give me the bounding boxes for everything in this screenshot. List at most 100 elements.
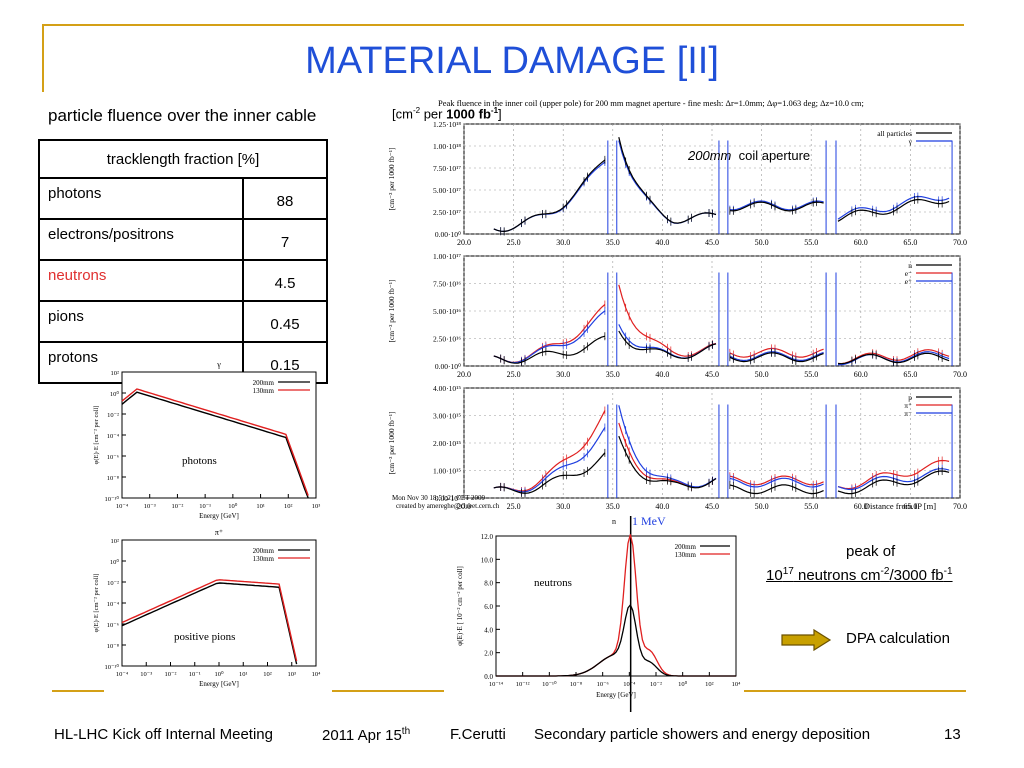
- frame-top-line: [42, 24, 964, 26]
- y-tick-label: 0.00·10⁰: [435, 362, 461, 371]
- footer-topic: Secondary particle showers and energy de…: [534, 726, 871, 743]
- y-tick-label: 8.0: [484, 580, 493, 588]
- series-line-p: [837, 470, 950, 495]
- fluence-panel-2: 20.0 25.0 30.0 35.0 40.0 45.0 50.0 55.0 60.0 65.0…: [387, 252, 967, 379]
- x-tick-label: 60.0: [854, 370, 868, 379]
- y-tick-label: 7.50·10¹⁶: [433, 280, 461, 289]
- y-tick-label: 4.0: [484, 626, 493, 634]
- subtitle: particle fluence over the inner cable: [48, 106, 317, 125]
- legend-label: γ: [908, 137, 913, 146]
- y-axis-label: φ(E)·E [cm⁻² per coll]: [93, 574, 100, 633]
- legend-label: 200mm: [253, 547, 275, 555]
- x-tick-label: 20.0: [457, 238, 471, 247]
- footer-meeting: HL-LHC Kick off Internal Meeting: [54, 726, 273, 743]
- y-tick-label: 2.00·10¹⁵: [433, 439, 461, 448]
- x-tick-label: 10⁻¹: [189, 671, 201, 678]
- x-tick-label: 35.0: [606, 502, 620, 510]
- series-line-130mm: [121, 579, 298, 662]
- x-tick-label: 45.0: [705, 502, 719, 510]
- x-tick-label: 10⁻¹⁰: [542, 680, 557, 688]
- series-line-piplus: [729, 475, 824, 486]
- y-tick-label: 10²: [111, 370, 120, 377]
- x-tick-label: 10²: [284, 503, 293, 510]
- x-tick-label: 35.0: [606, 370, 620, 379]
- timestamp: Mon Nov 30 18:51:21 CET 2009: [392, 494, 486, 502]
- y-tick-label: 10⁰: [110, 390, 120, 398]
- x-tick-label: 25.0: [507, 370, 521, 379]
- y-tick-label: 2.50·10¹⁶: [433, 335, 461, 344]
- x-tick-label: 10⁻¹⁴: [489, 681, 504, 688]
- x-tick-label: 30.0: [556, 370, 570, 379]
- table-row: electrons/positrons 7: [38, 218, 328, 261]
- x-tick-label: 10⁻³: [144, 503, 156, 510]
- x-tick-label: 45.0: [705, 238, 719, 247]
- row-label: pions: [38, 300, 244, 343]
- x-tick-label: 70.0: [953, 502, 967, 510]
- series-line-eplus: [729, 351, 824, 362]
- plot-frame: [121, 539, 317, 667]
- table-row: neutrons 4.5: [38, 259, 328, 302]
- legend-label: e⁺: [905, 277, 912, 286]
- x-tick-label: 65.0: [903, 238, 917, 247]
- y-tick-label: 10⁻⁶: [107, 622, 119, 629]
- y-tick-label: 10⁻¹⁰: [105, 495, 120, 503]
- legend-label: π⁻: [904, 409, 912, 418]
- x-tick-label: 50.0: [755, 502, 769, 510]
- x-tick-label: 55.0: [804, 502, 818, 510]
- row-value: 0.45: [242, 300, 328, 343]
- y-tick-label: 7.50·10¹⁷: [433, 164, 461, 173]
- x-tick-label: 10³: [288, 671, 297, 678]
- x-tick-label: 65.0: [903, 502, 917, 510]
- y-tick-label: 10⁻²: [107, 580, 119, 587]
- y-tick-label: 1.25·10¹⁸: [433, 120, 461, 129]
- y-tick-label: 1.00·10¹⁸: [433, 142, 461, 151]
- legend-label: p: [908, 393, 912, 402]
- x-tick-label: 40.0: [655, 370, 669, 379]
- y-tick-label: 10⁻⁴: [107, 433, 120, 440]
- x-tick-label: 10⁴: [312, 671, 322, 678]
- y-tick-label: 10.0: [481, 556, 494, 564]
- y-tick-label: 12.0: [481, 533, 494, 541]
- plot-title: γ: [216, 360, 221, 369]
- x-tick-label: 70.0: [953, 370, 967, 379]
- y-tick-label: 0.00·10⁰: [435, 230, 461, 239]
- y-tick-label: 10⁻¹⁰: [105, 663, 120, 671]
- x-tick-label: 35.0: [606, 238, 620, 247]
- x-tick-label: 20.0: [457, 370, 471, 379]
- aperture-annotation: 200mm coil aperture: [688, 148, 811, 163]
- series-line-p: [618, 435, 717, 489]
- row-value: 4.5: [242, 259, 328, 302]
- legend-label: 130mm: [253, 387, 275, 395]
- frame-bottom-line: [744, 690, 966, 692]
- legend-label: 130mm: [675, 551, 697, 559]
- x-tick-label: 10²: [705, 681, 714, 688]
- row-label: neutrons: [38, 259, 244, 302]
- x-tick-label: 10⁴: [732, 681, 742, 688]
- created-by: created by amereghe@clueet.cern.ch: [396, 502, 500, 510]
- footer-date: 2011 Apr 15th: [322, 726, 411, 744]
- table-row: photons 88: [38, 177, 328, 220]
- plot-label: positive pions: [174, 631, 235, 643]
- row-label: photons: [38, 177, 244, 220]
- series-line-n: [493, 335, 606, 364]
- series-line-all: [618, 137, 717, 224]
- y-tick-label: 6.0: [484, 603, 493, 611]
- x-tick-label: 10⁻⁸: [570, 681, 583, 688]
- marker-label: 1 MeV: [632, 514, 666, 528]
- y-tick-label: 10⁻⁶: [107, 454, 119, 461]
- x-tick-label: 10²: [263, 671, 272, 678]
- neutron-spectrum-plot: n 1 MeV 0.0 2.0 4.0 6.0 8.0 10.0 12.0 10⁻¹⁴ 10⁻¹² 1…: [456, 514, 742, 712]
- y-axis-label: [cm⁻² per 1000 fb⁻¹]: [387, 279, 396, 342]
- legend-label: all particles: [877, 129, 912, 138]
- table-row: protons 0.15: [38, 341, 328, 384]
- tracklength-table: tracklength fraction [%] photons 88 elect…: [38, 139, 328, 384]
- legend-label: π⁺: [904, 401, 912, 410]
- y-tick-label: 10²: [111, 538, 120, 545]
- y-tick-label: 0.00·10⁰: [435, 494, 461, 503]
- fluence-plot-title: Peak fluence in the inner coil (upper po…: [438, 98, 864, 108]
- table-row: pions 0.45: [38, 300, 328, 343]
- plot-title: n: [612, 517, 616, 526]
- footer-author: F.Cerutti: [450, 726, 506, 743]
- series-line-eminus: [618, 284, 717, 357]
